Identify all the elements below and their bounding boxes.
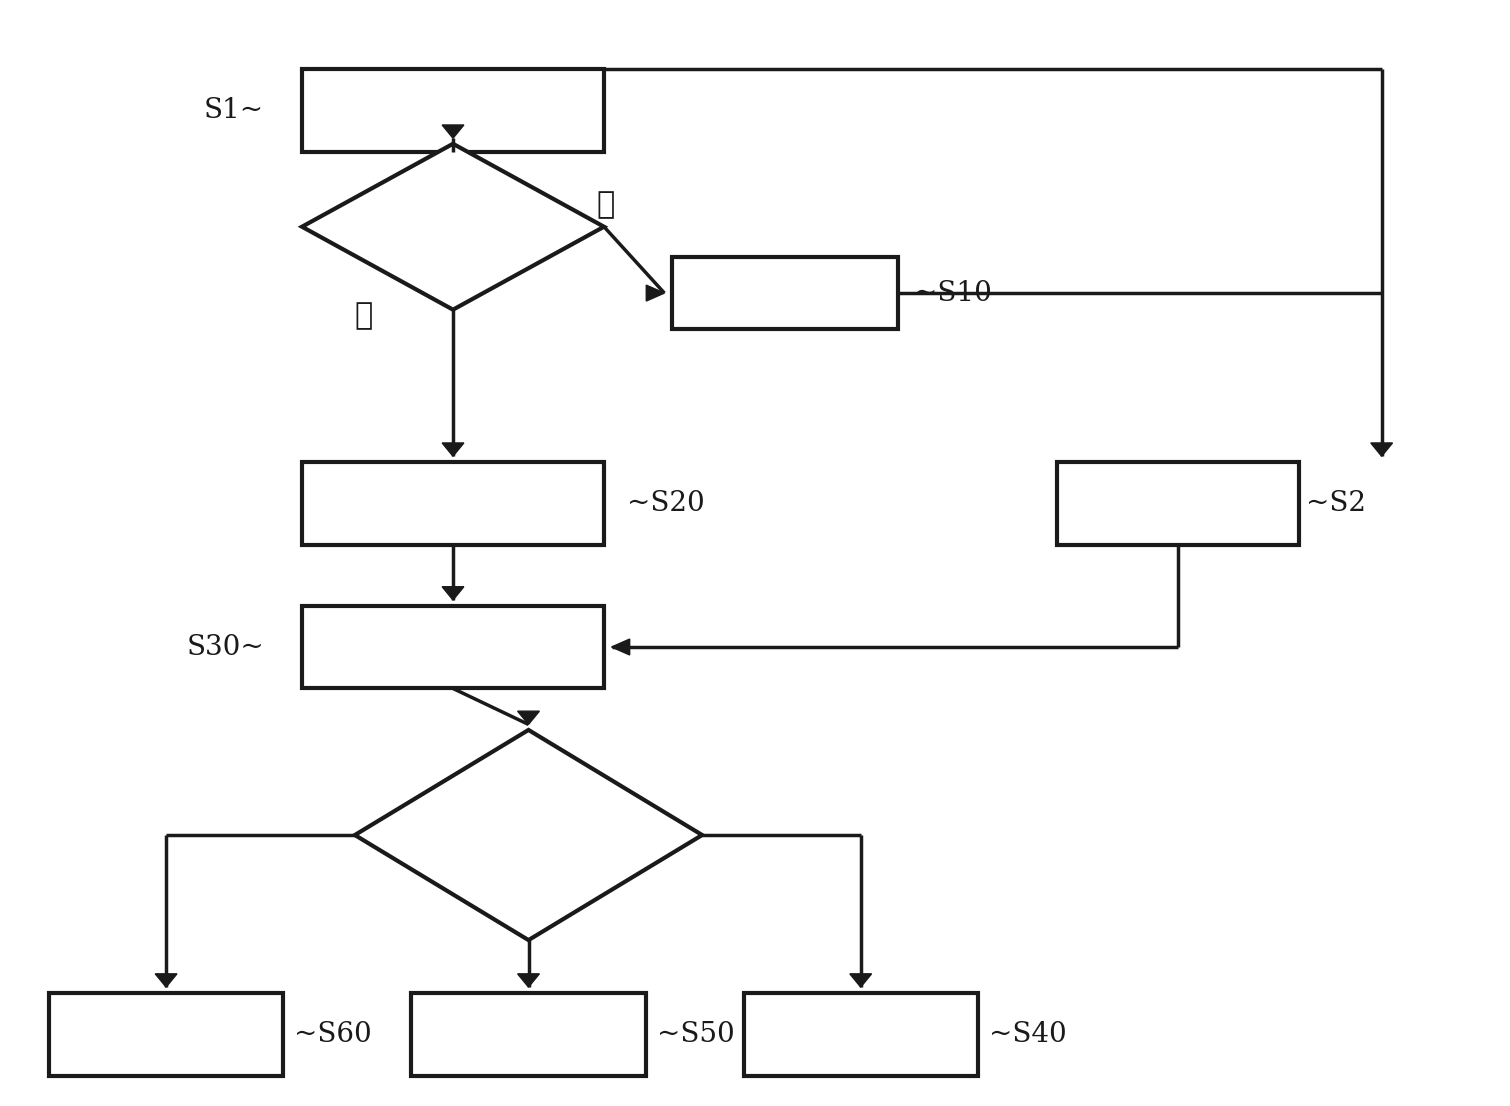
Polygon shape: [442, 442, 464, 457]
Bar: [743, 993, 978, 1075]
Bar: [48, 993, 284, 1075]
Text: ~S20: ~S20: [627, 490, 704, 517]
Text: ~S2: ~S2: [1306, 490, 1367, 517]
Text: S30~: S30~: [187, 634, 264, 660]
Bar: [411, 993, 646, 1075]
Bar: [302, 69, 604, 152]
Text: 是: 是: [596, 189, 615, 220]
Polygon shape: [442, 587, 464, 599]
Bar: [672, 257, 898, 330]
Text: 否: 否: [355, 300, 373, 331]
Text: ~S60: ~S60: [294, 1021, 371, 1047]
Bar: [302, 462, 604, 544]
Bar: [1057, 462, 1299, 544]
Polygon shape: [355, 730, 702, 940]
Polygon shape: [518, 974, 539, 987]
Polygon shape: [850, 974, 871, 987]
Text: S1~: S1~: [204, 97, 264, 124]
Polygon shape: [518, 711, 539, 724]
Polygon shape: [646, 285, 664, 301]
Bar: [302, 606, 604, 688]
Text: ~S10: ~S10: [914, 280, 992, 306]
Polygon shape: [442, 125, 464, 138]
Polygon shape: [1371, 442, 1392, 457]
Polygon shape: [612, 639, 630, 655]
Text: ~S50: ~S50: [657, 1021, 734, 1047]
Polygon shape: [156, 974, 177, 987]
Text: ~S40: ~S40: [989, 1021, 1066, 1047]
Polygon shape: [302, 144, 604, 310]
